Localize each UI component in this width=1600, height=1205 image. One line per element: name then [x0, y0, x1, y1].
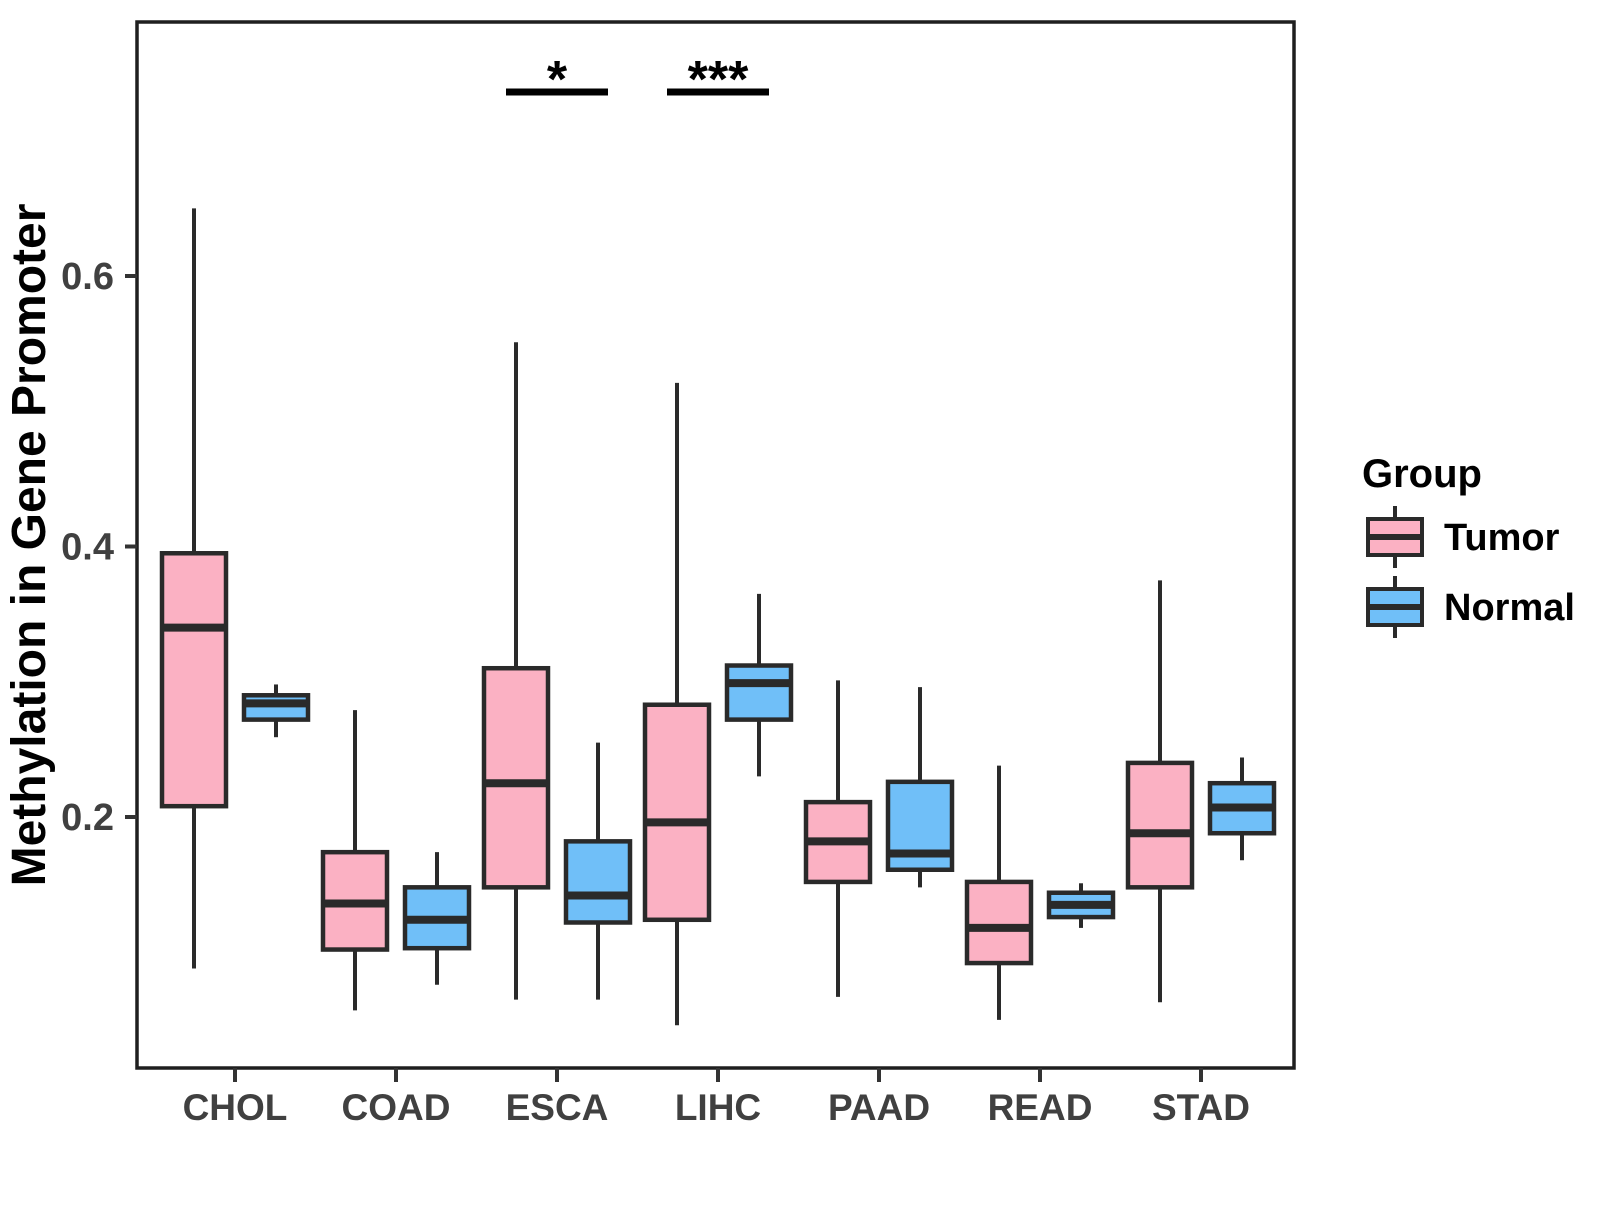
significance-label: *** [688, 51, 749, 109]
y-tick-label: 0.6 [61, 256, 114, 298]
y-tick-label: 0.2 [61, 797, 114, 839]
plot-panel-border [135, 20, 1296, 1070]
box-COAD-Normal [402, 852, 472, 985]
legend-label: Normal [1444, 587, 1575, 629]
box-CHOL-Tumor [159, 208, 229, 969]
box-STAD-Normal [1207, 757, 1277, 861]
y-tick-label: 0.4 [61, 527, 114, 569]
legend-entry-Tumor: Tumor [1366, 506, 1560, 568]
x-tick-label-READ: READ [988, 1087, 1093, 1128]
x-tick-label-STAD: STAD [1152, 1087, 1250, 1128]
iqr-box [481, 665, 551, 890]
box-READ-Tumor [964, 765, 1034, 1020]
iqr-box [241, 693, 311, 722]
legend-title: Group [1362, 452, 1482, 496]
significance-ESCA: * [506, 51, 608, 109]
x-tick-label-PAAD: PAAD [828, 1087, 930, 1128]
iqr-box [1125, 760, 1195, 890]
box-PAAD-Normal [885, 687, 955, 888]
significance-label: * [547, 51, 568, 109]
box-LIHC-Tumor [642, 382, 712, 1026]
box-ESCA-Normal [563, 742, 633, 1000]
box-LIHC-Normal [724, 593, 794, 777]
x-tick-label-LIHC: LIHC [675, 1087, 761, 1128]
x-tick-label-COAD: COAD [342, 1087, 451, 1128]
box-CHOL-Normal [241, 684, 311, 738]
iqr-box [563, 839, 633, 925]
legend-entry-Normal: Normal [1366, 576, 1575, 638]
box-ESCA-Tumor [481, 342, 551, 1000]
iqr-box [159, 551, 229, 809]
x-tick-label-ESCA: ESCA [506, 1087, 609, 1128]
iqr-box [724, 663, 794, 722]
box-PAAD-Tumor [803, 680, 873, 997]
box-READ-Normal [1046, 883, 1116, 928]
x-tick-label-CHOL: CHOL [183, 1087, 288, 1128]
iqr-box [642, 702, 712, 923]
box-STAD-Tumor [1125, 580, 1195, 1003]
legend-label: Tumor [1444, 517, 1560, 559]
iqr-box [964, 879, 1034, 966]
significance-LIHC: *** [667, 51, 769, 109]
y-axis-title: Methylation in Gene Promoter [3, 204, 56, 887]
box-COAD-Tumor [320, 710, 390, 1011]
